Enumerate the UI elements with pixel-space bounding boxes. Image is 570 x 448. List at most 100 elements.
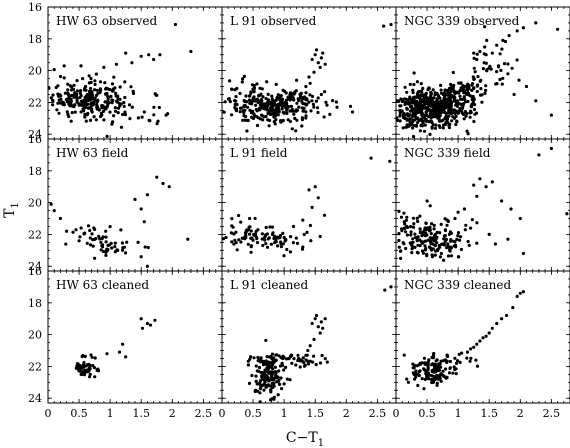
- data-point: [415, 239, 419, 243]
- data-point: [262, 359, 266, 363]
- data-point: [446, 244, 450, 248]
- data-point: [262, 388, 266, 392]
- data-point: [443, 88, 447, 92]
- data-point: [79, 110, 83, 114]
- data-point: [147, 118, 151, 122]
- x-tick-label: 2.5: [543, 407, 561, 420]
- data-point: [480, 100, 484, 104]
- data-point: [420, 377, 424, 381]
- data-point: [405, 124, 409, 128]
- data-point: [130, 105, 134, 109]
- data-point: [266, 383, 270, 387]
- data-point: [475, 52, 479, 56]
- data-point: [270, 373, 274, 377]
- data-point: [411, 240, 415, 244]
- data-point: [86, 102, 90, 106]
- data-point: [294, 129, 298, 133]
- data-point: [444, 114, 448, 118]
- data-point: [57, 98, 61, 102]
- data-point: [98, 80, 103, 84]
- data-point: [83, 369, 88, 373]
- data-point: [489, 67, 493, 71]
- data-point: [399, 109, 403, 113]
- data-point: [439, 365, 443, 369]
- data-point: [412, 222, 416, 226]
- data-point: [413, 101, 417, 105]
- data-point: [437, 362, 441, 366]
- data-point: [316, 325, 320, 329]
- data-point: [122, 101, 126, 105]
- data-point: [79, 94, 83, 98]
- data-point: [271, 378, 275, 382]
- data-point: [405, 215, 409, 219]
- data-point: [509, 207, 513, 211]
- data-point: [414, 369, 418, 373]
- data-point: [414, 235, 418, 240]
- data-point: [415, 92, 419, 96]
- data-point: [400, 99, 404, 104]
- data-point: [255, 241, 260, 245]
- data-point: [286, 118, 290, 122]
- data-point: [94, 237, 98, 241]
- y-tick-label: 24: [28, 260, 42, 273]
- data-point: [106, 87, 110, 91]
- data-point: [155, 122, 159, 126]
- data-point: [453, 243, 458, 247]
- data-point: [314, 313, 319, 318]
- data-point: [413, 232, 417, 236]
- data-point: [515, 29, 519, 33]
- data-point: [242, 99, 246, 103]
- data-point: [224, 235, 228, 240]
- data-point: [261, 105, 265, 109]
- x-tick-label: 0.5: [418, 407, 436, 420]
- data-point: [472, 51, 476, 55]
- data-point: [167, 185, 171, 189]
- y-tick-label: 18: [28, 297, 42, 310]
- y-tick-label: 20: [28, 329, 42, 342]
- data-point: [246, 118, 250, 123]
- data-point: [423, 248, 427, 252]
- data-point: [442, 234, 447, 238]
- data-point: [484, 88, 488, 92]
- data-point: [302, 106, 306, 110]
- data-point: [277, 378, 281, 382]
- data-point: [311, 102, 315, 106]
- data-point: [427, 86, 431, 90]
- data-point: [113, 106, 117, 110]
- data-point: [398, 119, 402, 123]
- data-point: [439, 222, 443, 226]
- data-point: [466, 239, 470, 244]
- data-point: [74, 228, 78, 232]
- data-point: [316, 110, 320, 115]
- panel: 0 0.5 1 1.5 2 2.5 L 91 cleaned: [219, 270, 397, 420]
- data-point: [295, 78, 299, 82]
- data-point: [459, 81, 463, 85]
- data-point: [303, 102, 307, 106]
- data-point: [75, 79, 79, 83]
- data-point: [104, 229, 108, 233]
- data-point: [462, 95, 466, 99]
- panel: L 91 field: [221, 138, 397, 272]
- data-point: [468, 115, 472, 119]
- data-point: [438, 96, 442, 100]
- data-point: [448, 359, 452, 364]
- data-point: [275, 375, 279, 379]
- data-point: [307, 100, 311, 104]
- panel: 0 0.5 1 1.5 2 2.5 16 18 20 22 24 HW 63 cleaned: [28, 265, 223, 420]
- data-point: [448, 89, 452, 93]
- data-point: [297, 98, 301, 102]
- data-point: [93, 88, 97, 92]
- data-point: [56, 101, 60, 105]
- y-tick-label: 22: [28, 228, 42, 241]
- data-point: [507, 34, 511, 38]
- data-point: [281, 357, 285, 361]
- data-point: [495, 70, 499, 74]
- data-point: [88, 118, 93, 122]
- data-point: [289, 104, 293, 108]
- data-point: [252, 84, 256, 88]
- x-tick-label: 1.5: [132, 407, 150, 420]
- data-point: [452, 239, 456, 243]
- data-point: [537, 153, 541, 157]
- data-point: [109, 94, 113, 98]
- data-point: [264, 383, 268, 387]
